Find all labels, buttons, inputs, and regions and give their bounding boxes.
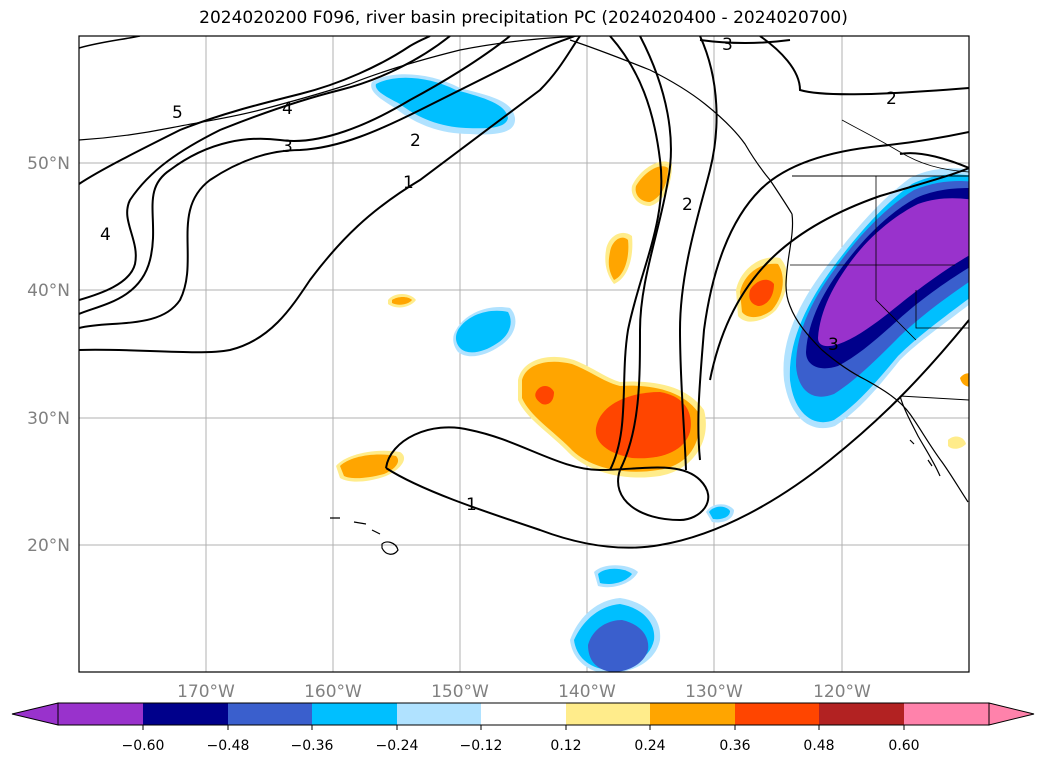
- contour-label: 4: [100, 225, 111, 245]
- contour-label: 1: [466, 495, 477, 515]
- contour-label: 1: [403, 173, 414, 193]
- contour-label: 2: [410, 131, 421, 151]
- positive-anomaly-regions: [336, 161, 969, 482]
- contour-1-south: [385, 426, 710, 522]
- colorbar-segment: [650, 703, 735, 725]
- contour-3: [79, 36, 511, 315]
- contour-label: 3: [282, 137, 293, 157]
- gridlines: [79, 36, 969, 672]
- contour-label: 5: [172, 103, 183, 123]
- contour-label: 2: [886, 89, 897, 109]
- lon-label-130w: 130°W: [685, 682, 743, 702]
- map-border: [78, 35, 970, 673]
- lon-label-160w: 160°W: [304, 682, 362, 702]
- longitude-labels: 170°W 160°W 150°W 140°W 130°W 120°W: [177, 682, 871, 702]
- colorbar-tick-label: −0.36: [291, 738, 334, 754]
- colorbar-segment: [735, 703, 819, 725]
- colorbar-segment: [397, 703, 481, 725]
- colorbar-segment: [904, 703, 989, 725]
- contour-lines: [79, 36, 969, 549]
- colorbar-segment: [819, 703, 904, 725]
- colorbar-tick-label: 0.12: [550, 738, 581, 754]
- contour-4: [79, 36, 451, 301]
- map-title: 2024020200 F096, river basin precipitati…: [199, 8, 848, 28]
- colorbar-tick-label: −0.12: [460, 738, 503, 754]
- colorbar-tick-label: 0.24: [634, 738, 665, 754]
- contour-5: [79, 36, 431, 185]
- colorbar-tick-label: 0.48: [803, 738, 834, 754]
- contour-1-north: [79, 36, 581, 354]
- lon-label-140w: 140°W: [558, 682, 616, 702]
- colorbar-segment: [143, 703, 228, 725]
- colorbar-segment: [312, 703, 397, 725]
- colorbar-segment: [566, 703, 650, 725]
- lat-label-30n: 30°N: [27, 409, 70, 429]
- lon-label-170w: 170°W: [177, 682, 235, 702]
- colorbar-tick-label: −0.24: [376, 738, 419, 754]
- colorbar-segment: [58, 703, 143, 725]
- lon-label-120w: 120°W: [813, 682, 871, 702]
- lat-label-50n: 50°N: [27, 154, 70, 174]
- contour-label: 3: [722, 35, 733, 55]
- contour-2: [79, 36, 576, 329]
- colorbar-right-arrow: [988, 702, 1035, 726]
- colorbar: −0.60 −0.48 −0.36 −0.24 −0.12 0.12 0.24 …: [11, 702, 1035, 754]
- colorbar-tick-label: 0.60: [888, 738, 919, 754]
- contour-label: 2: [682, 195, 693, 215]
- colorbar-tick-label: −0.60: [122, 738, 165, 754]
- colorbar-tick-label: −0.48: [207, 738, 250, 754]
- colorbar-segment: [228, 703, 312, 725]
- lat-label-40n: 40°N: [27, 281, 70, 301]
- colorbar-tick-label: 0.36: [719, 738, 750, 754]
- contour-label-group: 5 4 3 2 1 2 2 3 4 1 3: [100, 35, 897, 515]
- colorbar-left-arrow: [11, 702, 59, 726]
- contour-label: 4: [282, 99, 293, 119]
- lat-label-20n: 20°N: [27, 536, 70, 556]
- latitude-labels: 50°N 40°N 30°N 20°N: [27, 154, 70, 556]
- colorbar-segment: [481, 703, 566, 725]
- contour-label: 3: [828, 335, 839, 355]
- lon-label-150w: 150°W: [431, 682, 489, 702]
